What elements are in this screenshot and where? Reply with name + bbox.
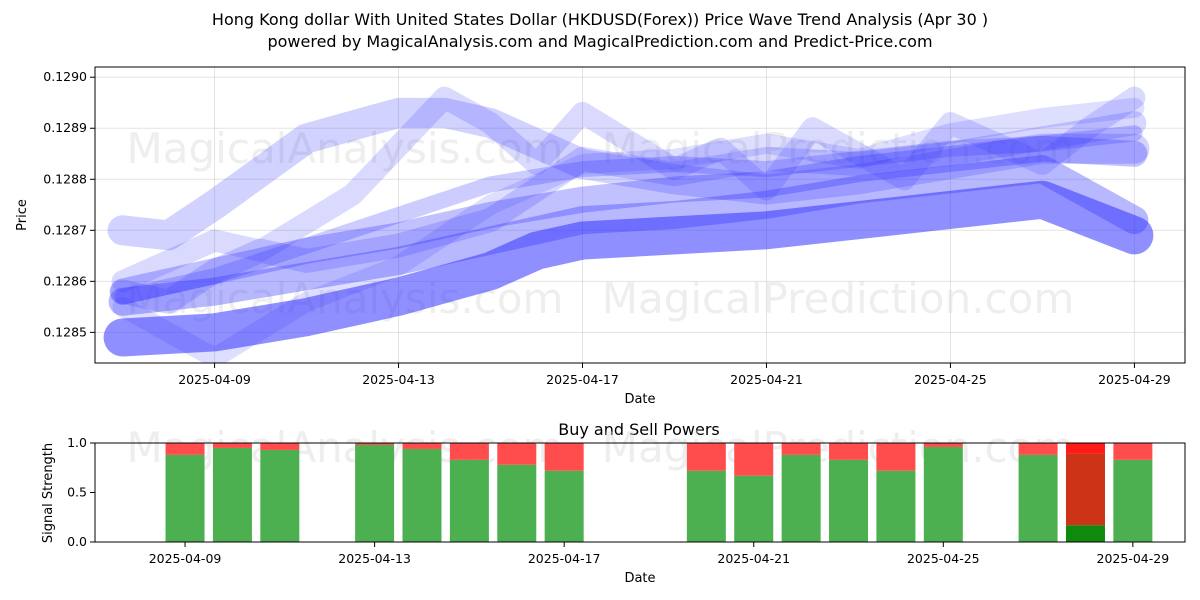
sell-bar	[260, 443, 300, 450]
buy-sell-y-tick-label: 1.0	[67, 435, 87, 450]
buy-bar	[829, 459, 869, 542]
strong-sell-bar	[1065, 453, 1105, 526]
price-y-tick-label: 0.1288	[43, 171, 87, 186]
buy-sell-bars	[165, 443, 1153, 542]
buy-bar	[734, 475, 774, 542]
chart-title-line2: powered by MagicalAnalysis.com and Magic…	[267, 32, 932, 51]
price-wave-wave-1	[103, 180, 1154, 357]
sell-bar	[923, 443, 963, 447]
buy-bar	[260, 449, 300, 542]
buy-sell-x-ticks: 2025-04-09 2025-04-13 2025-04-17 2025-04-21…	[149, 542, 1170, 566]
sell-bar	[1018, 443, 1058, 455]
price-y-ticks: 0.1285 0.1286 0.1287 0.1288 0.1289 0.1290	[43, 69, 95, 339]
sell-bar	[402, 443, 442, 449]
buy-bar	[923, 446, 963, 542]
price-wave-wave-7	[110, 111, 1147, 314]
sell-bar	[449, 443, 489, 460]
buy-bar	[544, 470, 584, 542]
buy-sell-y-tick-label: 0.0	[67, 534, 87, 549]
buy-sell-x-tick-label: 2025-04-25	[907, 551, 980, 566]
watermark-prediction-mid: MagicalPrediction.com	[602, 274, 1075, 323]
buy-sell-x-tick-label: 2025-04-09	[149, 551, 222, 566]
price-x-tick-label: 2025-04-29	[1098, 372, 1171, 387]
sell-bar	[497, 443, 537, 465]
sell-bar	[355, 443, 395, 445]
price-watermarks: MagicalAnalysis.com MagicalPrediction.co…	[127, 124, 1075, 323]
buy-sell-x-axis-label: Date	[624, 571, 655, 586]
sell-bar	[686, 443, 726, 471]
buy-sell-y-ticks: 0.0 0.5 1.0	[67, 435, 95, 549]
sell-bar	[212, 443, 252, 448]
price-wave-wave-2	[108, 155, 1149, 316]
chart-title-line1: Hong Kong dollar With United States Doll…	[212, 10, 988, 29]
buy-sell-y-axis-label: Signal Strength	[41, 443, 56, 543]
sell-bar	[876, 443, 916, 471]
buy-sell-y-tick-label: 0.5	[67, 485, 87, 500]
sell-bar	[1065, 443, 1105, 454]
buy-sell-panel: Buy and Sell Powers MagicalAnalysis.com …	[41, 420, 1186, 586]
price-wave-wave-6	[112, 97, 1145, 363]
buy-bar	[686, 470, 726, 542]
price-x-tick-label: 2025-04-25	[914, 372, 987, 387]
price-y-tick-label: 0.1287	[43, 222, 87, 237]
price-wave-wave-5	[111, 86, 1146, 293]
buy-sell-x-tick-label: 2025-04-21	[717, 551, 790, 566]
price-x-axis-label: Date	[624, 392, 655, 407]
buy-bar	[876, 470, 916, 542]
price-wave-wave-8	[114, 125, 1143, 305]
sell-bar	[1113, 443, 1153, 460]
price-plot-frame	[94, 66, 1186, 364]
buy-bar	[449, 459, 489, 542]
sell-bar	[781, 443, 821, 455]
price-x-tick-label: 2025-04-09	[178, 372, 251, 387]
price-y-tick-label: 0.1286	[43, 273, 87, 288]
price-y-tick-label: 0.1290	[43, 69, 87, 84]
price-y-tick-label: 0.1289	[43, 120, 87, 135]
price-y-axis-label: Price	[15, 199, 30, 231]
buy-bar	[212, 447, 252, 542]
buy-bar	[1065, 525, 1105, 542]
buy-sell-x-tick-label: 2025-04-13	[338, 551, 411, 566]
price-wave-panel: MagicalAnalysis.com MagicalPrediction.co…	[15, 66, 1186, 407]
watermark-prediction-top: MagicalPrediction.com	[602, 124, 1075, 173]
price-x-tick-label: 2025-04-21	[730, 372, 803, 387]
price-y-tick-label: 0.1285	[43, 324, 87, 339]
buy-bar	[355, 444, 395, 542]
price-wave-wave-3	[109, 135, 1148, 305]
sell-bar	[165, 443, 205, 455]
buy-bar	[1018, 454, 1058, 542]
buy-bar	[1113, 459, 1153, 542]
price-x-ticks: 2025-04-09 2025-04-13 2025-04-17 2025-04-21…	[178, 363, 1171, 387]
buy-bar	[402, 448, 442, 542]
price-series-clip	[103, 86, 1154, 363]
buy-bar	[165, 454, 205, 542]
price-x-tick-label: 2025-04-17	[546, 372, 619, 387]
sell-bar	[829, 443, 869, 460]
buy-sell-x-tick-label: 2025-04-17	[528, 551, 601, 566]
buy-sell-x-tick-label: 2025-04-29	[1097, 551, 1170, 566]
sell-bar	[544, 443, 584, 471]
buy-sell-title: Buy and Sell Powers	[558, 420, 720, 439]
watermark-analysis-top: MagicalAnalysis.com	[127, 124, 564, 173]
price-wave-wave-4	[107, 97, 1150, 251]
price-series-group	[103, 86, 1154, 363]
price-x-tick-label: 2025-04-13	[362, 372, 435, 387]
sell-bar	[734, 443, 774, 476]
buy-bar	[497, 464, 537, 542]
buy-bar	[781, 454, 821, 542]
